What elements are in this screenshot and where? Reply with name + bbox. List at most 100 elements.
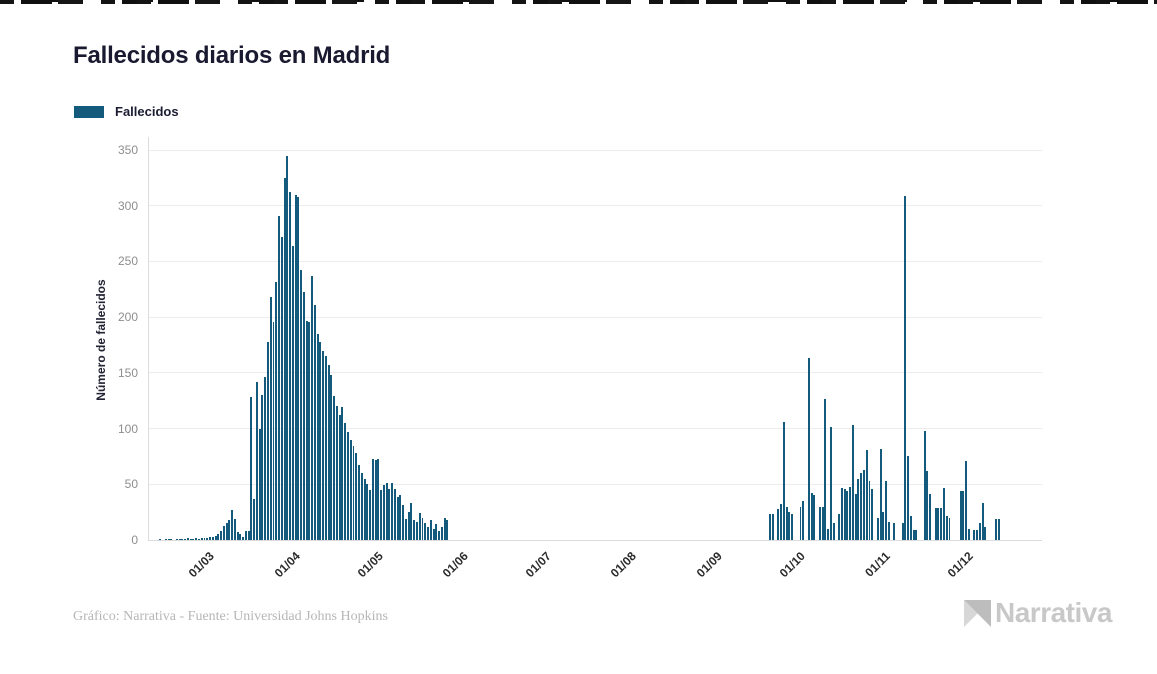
bar bbox=[769, 514, 772, 540]
y-tick-label-100: 100 bbox=[117, 421, 138, 436]
legend-swatch-fallecidos bbox=[74, 105, 104, 118]
plot-area bbox=[148, 137, 1042, 541]
bar bbox=[272, 321, 275, 540]
y-tick-label-50: 50 bbox=[124, 477, 138, 492]
bar bbox=[250, 397, 253, 540]
bar bbox=[396, 496, 399, 540]
bar bbox=[355, 453, 358, 540]
bar bbox=[418, 513, 421, 540]
bar bbox=[846, 490, 849, 540]
bar bbox=[840, 487, 843, 540]
bar bbox=[159, 538, 162, 540]
bar bbox=[865, 449, 868, 540]
bar bbox=[937, 507, 940, 540]
bar bbox=[407, 512, 410, 540]
bar bbox=[435, 524, 438, 540]
bar bbox=[915, 529, 918, 540]
bar bbox=[305, 320, 308, 540]
bar bbox=[203, 537, 206, 540]
bar bbox=[283, 177, 286, 540]
bar bbox=[352, 446, 355, 540]
bar bbox=[785, 506, 788, 540]
bar bbox=[843, 488, 846, 540]
bar bbox=[813, 495, 816, 540]
bar bbox=[175, 538, 178, 540]
bar bbox=[294, 194, 297, 540]
y-tick-label-200: 200 bbox=[117, 310, 138, 325]
bar bbox=[289, 192, 292, 540]
source-note: Gráfico: Narrativa - Fuente: Universidad… bbox=[73, 609, 388, 624]
bar bbox=[934, 507, 937, 540]
bar bbox=[217, 534, 220, 540]
bar bbox=[959, 490, 962, 540]
bar bbox=[344, 423, 347, 540]
x-tick-label-01/10: 01/10 bbox=[776, 549, 808, 581]
bar bbox=[388, 488, 391, 540]
bar bbox=[771, 514, 774, 540]
bar bbox=[923, 430, 926, 540]
bar bbox=[440, 526, 443, 540]
bar bbox=[341, 407, 344, 540]
bar bbox=[868, 480, 871, 540]
bar bbox=[280, 236, 283, 540]
bar bbox=[297, 196, 300, 540]
bar bbox=[802, 501, 805, 540]
bar bbox=[984, 526, 987, 540]
bar bbox=[313, 304, 316, 540]
bar bbox=[198, 538, 200, 540]
bar bbox=[222, 525, 225, 540]
bar bbox=[264, 377, 267, 540]
bar bbox=[978, 523, 981, 540]
bar bbox=[335, 406, 338, 540]
bar bbox=[424, 523, 427, 540]
bar bbox=[824, 398, 827, 540]
bar bbox=[404, 518, 407, 540]
bar bbox=[239, 534, 242, 540]
narrativa-logo-text: Narrativa bbox=[995, 597, 1112, 628]
gridline-y-250 bbox=[149, 260, 1042, 262]
bar bbox=[402, 505, 405, 540]
bar bbox=[940, 507, 943, 540]
bar bbox=[429, 519, 432, 540]
bar bbox=[214, 535, 217, 540]
bar bbox=[275, 281, 278, 540]
bar bbox=[231, 509, 234, 540]
bar bbox=[862, 469, 865, 540]
y-tick-label-350: 350 bbox=[117, 143, 138, 157]
bar bbox=[829, 427, 832, 540]
bar bbox=[311, 275, 314, 540]
bar bbox=[885, 480, 888, 540]
bar bbox=[827, 528, 830, 540]
bar bbox=[369, 489, 372, 540]
y-tick-label-150: 150 bbox=[117, 365, 138, 380]
bar bbox=[200, 537, 203, 540]
bar bbox=[427, 526, 429, 540]
bar bbox=[247, 531, 250, 540]
bar bbox=[782, 421, 785, 540]
x-tick-label-01/07: 01/07 bbox=[522, 549, 554, 581]
bar bbox=[242, 536, 245, 540]
bar bbox=[821, 506, 824, 540]
bar bbox=[366, 484, 369, 540]
bar bbox=[967, 528, 970, 540]
x-tick-label-01/09: 01/09 bbox=[693, 549, 725, 581]
bar bbox=[327, 365, 330, 540]
bar bbox=[438, 531, 441, 540]
bar bbox=[799, 506, 802, 540]
x-tick-label-01/03: 01/03 bbox=[186, 549, 218, 581]
bar bbox=[901, 523, 904, 540]
narrativa-logo-icon bbox=[964, 600, 991, 627]
bar bbox=[943, 487, 945, 540]
gridline-y-200 bbox=[149, 316, 1042, 318]
gridline-y-300 bbox=[149, 205, 1042, 207]
bar bbox=[178, 538, 181, 540]
narrativa-logo: Narrativa bbox=[962, 597, 1112, 629]
x-tick-label-01/11: 01/11 bbox=[862, 549, 894, 580]
bar bbox=[278, 215, 280, 540]
bar bbox=[777, 508, 780, 540]
x-tick-label-01/12: 01/12 bbox=[944, 549, 977, 581]
y-axis-title: Número de fallecidos bbox=[94, 279, 108, 401]
bar bbox=[393, 488, 396, 540]
gridline-y-150 bbox=[149, 372, 1042, 374]
bar bbox=[324, 356, 327, 540]
